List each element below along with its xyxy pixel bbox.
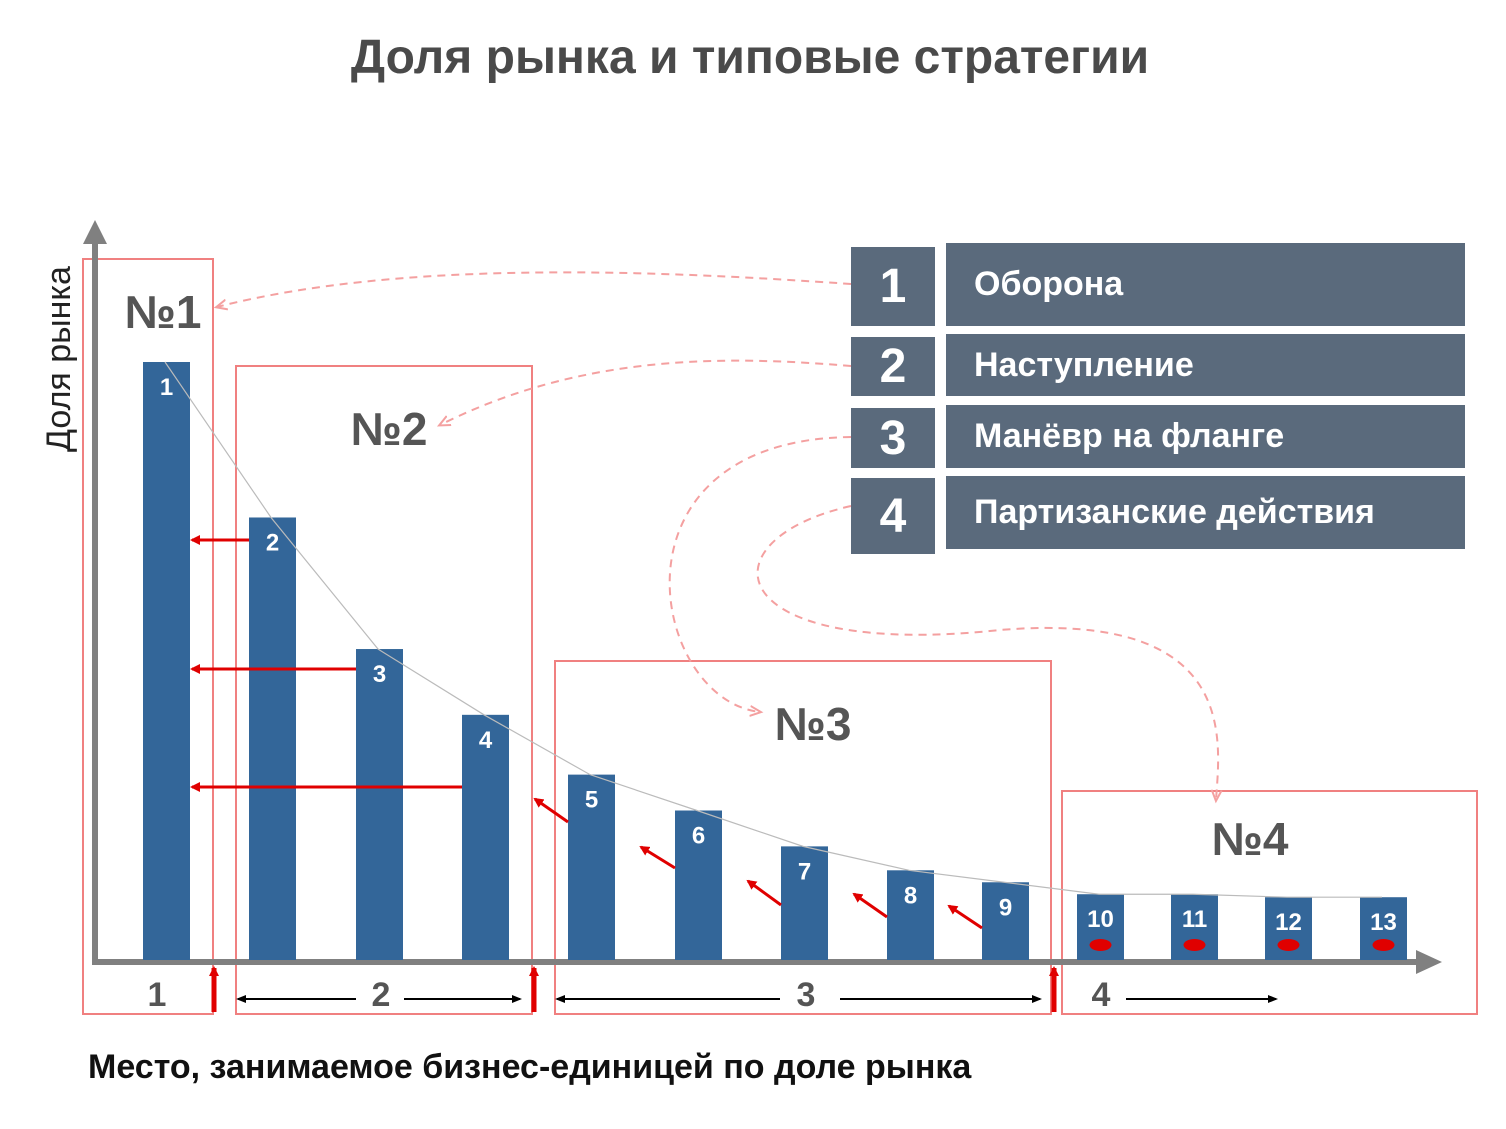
legend-label-3: Манёвр на фланге: [946, 405, 1465, 468]
group-label-4: №4: [1212, 813, 1289, 865]
legend-number-1: 1: [851, 247, 935, 326]
chart-title: Доля рынка и типовые стратегии: [350, 31, 1150, 84]
legend-label-1: Оборона: [946, 243, 1465, 326]
bar-label-7: 7: [798, 858, 811, 885]
strategy-connector-3: [668, 436, 852, 712]
group-label-3: №3: [775, 698, 852, 750]
group-label-2: №2: [351, 403, 428, 455]
bar-5: [568, 774, 615, 960]
group-box-1: [82, 258, 214, 1015]
strategy-connector-4: [756, 505, 1219, 800]
strategy-connector-1: [217, 271, 852, 307]
bar-label-10: 10: [1087, 906, 1114, 933]
bar-label-1: 1: [160, 374, 173, 401]
bar-7: [781, 846, 828, 960]
axis-group-number-3: 3: [797, 976, 816, 1014]
y-axis-arrowhead: [83, 220, 107, 244]
bar-9: [982, 882, 1029, 960]
red-dot-13: [1372, 939, 1395, 951]
bar-label-9: 9: [999, 894, 1012, 921]
flank-arrow-6: [639, 845, 676, 870]
bar-label-2: 2: [266, 529, 279, 556]
flank-arrow-8: [852, 892, 888, 919]
bar-label-12: 12: [1275, 909, 1302, 936]
x-axis-arrowhead: [1416, 950, 1442, 974]
legend-number-4: 4: [851, 478, 935, 554]
bar-label-6: 6: [692, 823, 705, 850]
group-box-2: [235, 365, 533, 1015]
red-dot-10: [1089, 939, 1112, 951]
flank-arrow-9: [947, 904, 983, 930]
group-box-3: [554, 660, 1052, 1015]
strategy-connector-2: [440, 359, 852, 425]
bar-8: [887, 870, 934, 960]
red-dot-11: [1183, 939, 1206, 951]
x-axis-label: Место, занимаемое бизнес-единицей по дол…: [88, 1048, 972, 1086]
flank-arrow-7: [746, 879, 782, 907]
bar-label-4: 4: [479, 727, 493, 754]
axis-group-number-4: 4: [1092, 976, 1111, 1014]
bar-label-5: 5: [585, 787, 598, 814]
legend-label-4: Партизанские действия: [946, 476, 1465, 549]
flank-arrow-5: [533, 797, 569, 824]
bar-label-3: 3: [373, 661, 386, 688]
group-box-4: [1061, 790, 1478, 1015]
bar-label-8: 8: [904, 882, 917, 909]
trend-curve: [164, 361, 1382, 898]
red-dot-12: [1277, 939, 1300, 951]
bar-2: [249, 517, 296, 960]
legend-label-2: Наступление: [946, 334, 1465, 396]
axis-group-number-1: 1: [148, 976, 167, 1014]
bar-3: [356, 649, 403, 960]
axis-group-number-2: 2: [372, 976, 391, 1014]
group-label-1: №1: [125, 286, 202, 338]
legend-number-3: 3: [851, 408, 935, 468]
bar-4: [462, 714, 509, 960]
bar-6: [675, 810, 722, 960]
legend-number-2: 2: [851, 337, 935, 396]
bar-1: [143, 362, 190, 960]
bar-label-11: 11: [1182, 906, 1207, 933]
bar-label-13: 13: [1370, 909, 1397, 936]
